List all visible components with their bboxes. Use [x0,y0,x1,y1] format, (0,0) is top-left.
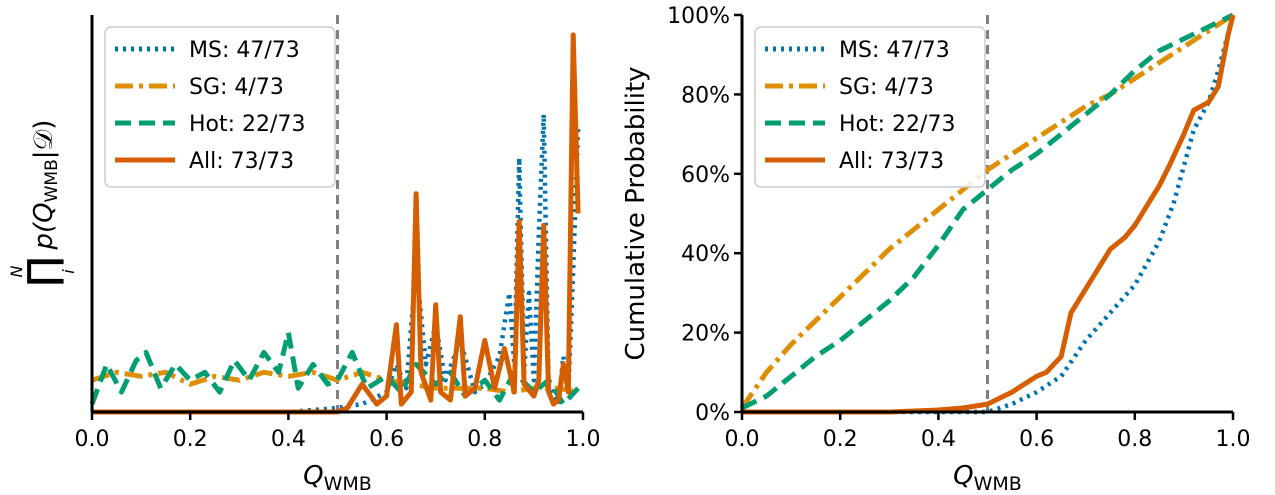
y-tick-label: 40% [681,242,730,267]
y-axis-label: ∏N i p(QWMB|𝒟) [7,120,78,287]
y-axis-label-func: p(Q [29,202,59,250]
y-tick-label: 100% [667,4,730,29]
series-line-sg [739,12,1235,410]
legend: MS: 47/73 SG: 4/73 Hot: 22/73 All: 73/73 [754,26,986,188]
x-axis-label-sub: WMB [324,473,372,495]
y-tick-label: 20% [681,322,730,347]
x-axis-label-main: Q [303,461,323,491]
y-axis-label-lower: i [59,269,78,274]
legend-label: All: 73/73 [839,149,944,174]
series-line-ms [742,14,1236,415]
y-tick-label: 0% [695,401,730,426]
legend-label: SG: 4/73 [189,75,284,100]
x-tick-label: 0.6 [1019,427,1054,452]
legend: MS: 47/73 SG: 4/73 Hot: 22/73 All: 73/73 [104,26,336,188]
right-panel: 0.0 0.2 0.4 0.6 0.8 1.0 0% 20% 40% 60% 80% 100% QWMB… [621,4,1251,495]
x-tick-label: 0.0 [725,427,760,452]
legend-label: Hot: 22/73 [189,112,305,137]
x-tick-label: 1.0 [566,427,601,452]
y-axis-label-product: ∏ [20,256,66,286]
legend-label: All: 73/73 [189,149,294,174]
legend-box [754,26,986,188]
legend-label: MS: 47/73 [189,38,300,63]
x-tick-label: 0.8 [1117,427,1152,452]
series-line-hot [89,330,580,407]
x-axis-label-sub: WMB [974,473,1022,495]
y-tick-label: 60% [681,163,730,188]
y-axis-label: Cumulative Probability [621,66,651,360]
x-tick-label: 0.4 [921,427,956,452]
x-tick-label: 0.2 [173,427,208,452]
legend-box [104,26,336,188]
series-line-all [92,32,581,415]
legend-label: Hot: 22/73 [839,112,955,137]
x-tick-label: 0.0 [75,427,110,452]
y-tick-label: 80% [681,83,730,108]
x-axis-label: QWMB [953,461,1022,495]
y-axis-label-sub: WMB [42,159,62,202]
x-tick-label: 0.2 [823,427,858,452]
x-axis-label-main: Q [953,461,973,491]
x-tick-label: 0.4 [271,427,306,452]
x-tick-label: 0.8 [467,427,502,452]
y-axis-label-tail: |𝒟) [29,120,59,160]
y-axis-label-upper: N [7,265,26,277]
x-tick-label: 1.0 [1216,427,1251,452]
x-axis-label: QWMB [303,461,372,495]
y-axis-label-text: p(QWMB|𝒟) [29,120,62,251]
series-line-hot [740,12,1235,411]
series-line-sg [91,369,579,395]
series-line-all [742,14,1236,415]
legend-label: SG: 4/73 [839,75,934,100]
x-tick-label: 0.6 [369,427,404,452]
legend-label: MS: 47/73 [839,38,950,63]
